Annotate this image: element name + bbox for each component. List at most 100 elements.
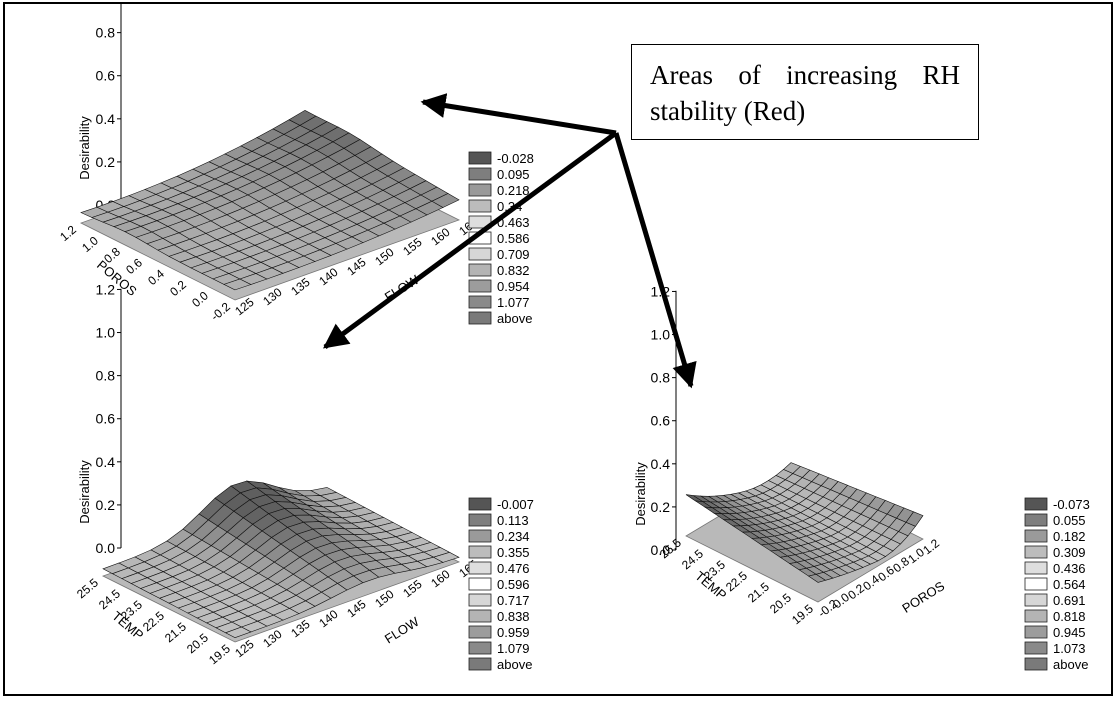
z-tick-label: 0.0: [651, 542, 671, 558]
y-tick-label: 1.2: [57, 222, 79, 244]
y-tick-label: -0.2: [208, 299, 233, 323]
legend-swatch: [468, 513, 492, 527]
y-tick-label: 0.0: [189, 288, 211, 310]
legend-label: 0.959: [497, 625, 530, 640]
legend-swatch: [468, 561, 492, 575]
x-axis-label: FLOW: [382, 614, 422, 647]
z-tick-label: 1.0: [651, 327, 671, 343]
y-tick-label: 1.0: [79, 233, 101, 255]
z-tick-label: 0.2: [651, 499, 671, 515]
legend-swatch: [1024, 625, 1048, 639]
y-tick-label: 20.5: [184, 630, 211, 656]
legend-swatch: [468, 183, 492, 197]
z-axis-label: Desirability: [77, 116, 92, 180]
legend-label: 1.079: [497, 641, 530, 656]
y-tick-label: 19.5: [206, 641, 233, 667]
legend-swatch: [1024, 545, 1048, 559]
legend-label: 0.234: [497, 529, 530, 544]
y-tick-label: 21.5: [162, 619, 189, 645]
legend-swatch: [1024, 513, 1048, 527]
legend-swatch: [468, 529, 492, 543]
legend-swatch: [1024, 609, 1048, 623]
legend-label: -0.007: [497, 497, 534, 512]
y-tick-label: 25.5: [74, 575, 101, 601]
legend-label: -0.028: [497, 151, 534, 166]
mesh-cell: [905, 511, 924, 527]
z-tick-label: 0.2: [96, 497, 116, 513]
legend-swatch: [468, 545, 492, 559]
z-axis-label: Desirability: [633, 462, 648, 526]
z-axis-label: Desirability: [77, 460, 92, 524]
legend-swatch: [468, 295, 492, 309]
legend-swatch: [1024, 561, 1048, 575]
z-tick-label: 1.0: [96, 325, 116, 341]
legend-label: 0.095: [497, 167, 530, 182]
legend-swatch: [468, 497, 492, 511]
legend-label: 0.596: [497, 577, 530, 592]
legend-label: 1.077: [497, 295, 530, 310]
z-tick-label: 0.6: [651, 413, 671, 429]
legend-label: 0.717: [497, 593, 530, 608]
mesh-cell: [431, 193, 460, 208]
callout-word: of: [738, 60, 761, 90]
legend-label: 0.945: [1053, 625, 1086, 640]
legend-label: 0.355: [497, 545, 530, 560]
legend-label: 0.34: [497, 199, 522, 214]
z-tick-label: 0.4: [96, 454, 116, 470]
legend-label: 0.586: [497, 231, 530, 246]
legend-label: 0.838: [497, 609, 530, 624]
legend-label: 0.564: [1053, 577, 1086, 592]
y-tick-label: 0.2: [167, 277, 189, 299]
z-tick-label: 0.4: [651, 456, 671, 472]
legend-swatch: [1024, 641, 1048, 655]
legend-swatch: [468, 593, 492, 607]
legend-label: 0.832: [497, 263, 530, 278]
y-tick-label: 0.6: [123, 255, 145, 277]
legend-label: above: [497, 657, 532, 672]
z-tick-label: 0.8: [651, 370, 671, 386]
callout-box: Areas of increasing RH stability (Red): [631, 44, 979, 140]
callout-line-1: Areas of increasing RH: [650, 57, 960, 93]
callout-arrow: [420, 93, 617, 136]
legend-swatch: [468, 167, 492, 181]
legend-swatch: [468, 657, 492, 671]
legend-swatch: [468, 263, 492, 277]
callout-word: RH: [922, 60, 960, 90]
legend-swatch: [1024, 593, 1048, 607]
legend-label: 0.818: [1053, 609, 1086, 624]
legend-swatch: [468, 151, 492, 165]
legend-label: 0.709: [497, 247, 530, 262]
legend-swatch: [468, 311, 492, 325]
z-tick-label: 0.0: [96, 540, 116, 556]
legend-swatch: [1024, 577, 1048, 591]
legend-swatch: [1024, 497, 1048, 511]
callout-word: Areas: [650, 60, 713, 90]
legend-swatch: [1024, 657, 1048, 671]
figure-canvas: 0.00.20.40.60.81.01.2Desirability1251301…: [57, 0, 1090, 672]
z-tick-label: 0.2: [96, 154, 116, 170]
figure-frame: 0.00.20.40.60.81.01.2Desirability1251301…: [3, 0, 1112, 700]
legend-label: -0.073: [1053, 497, 1090, 512]
legend-swatch: [468, 577, 492, 591]
legend-label: 0.691: [1053, 593, 1086, 608]
legend-label: 0.055: [1053, 513, 1086, 528]
z-tick-label: 0.6: [96, 411, 116, 427]
legend-swatch: [468, 279, 492, 293]
legend-label: 0.309: [1053, 545, 1086, 560]
legend-label: above: [497, 311, 532, 326]
legend-swatch: [468, 641, 492, 655]
legend-label: above: [1053, 657, 1088, 672]
z-tick-label: 1.2: [96, 281, 116, 297]
callout-word: increasing: [786, 60, 898, 90]
mesh-cell: [432, 551, 460, 563]
y-tick-label: 19.5: [789, 601, 816, 627]
y-tick-label: 0.4: [145, 266, 167, 288]
z-tick-label: 0.8: [96, 368, 116, 384]
legend-swatch: [468, 609, 492, 623]
legend-label: 0.218: [497, 183, 530, 198]
legend-label: 0.113: [497, 513, 529, 528]
legend-label: 1.073: [1053, 641, 1086, 656]
legend-swatch: [468, 199, 492, 213]
callout-line-2: stability (Red): [650, 96, 806, 126]
callout-arrow: [322, 130, 618, 350]
